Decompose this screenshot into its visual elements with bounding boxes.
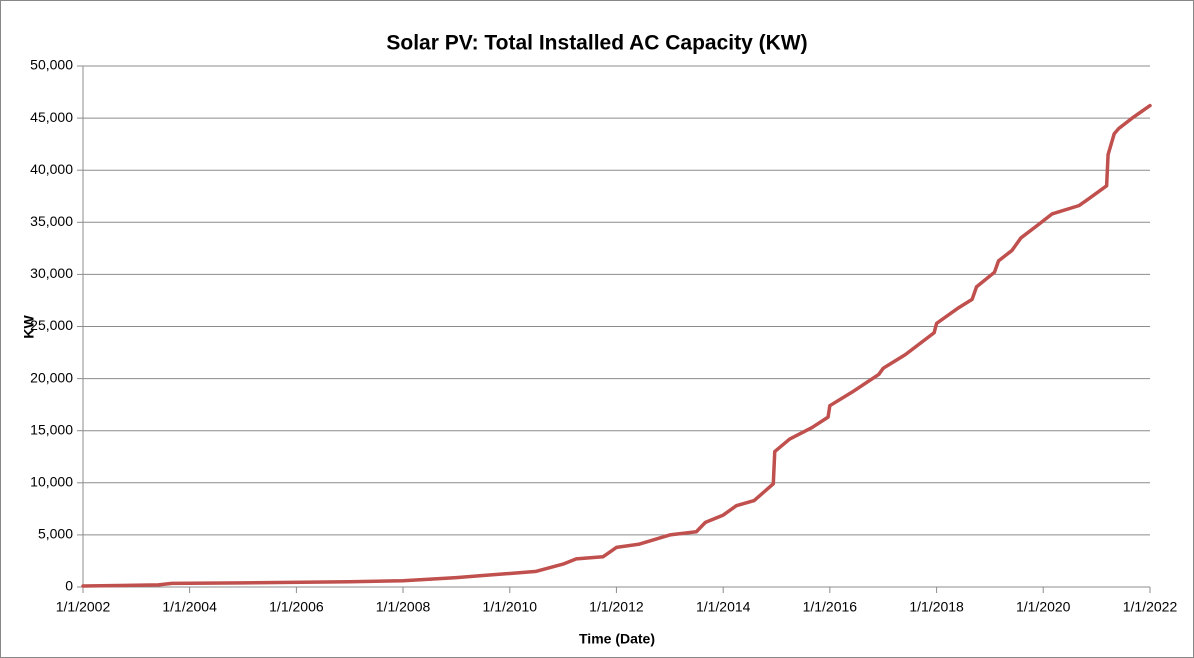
y-tick-label: 25,000 — [30, 317, 73, 333]
x-tick-label: 1/1/2022 — [1123, 599, 1178, 615]
x-tick-label: 1/1/2010 — [483, 599, 538, 615]
data-line — [81, 103, 1152, 588]
y-tick-label: 40,000 — [30, 161, 73, 177]
y-tick-label: 15,000 — [30, 421, 73, 437]
x-tick-label: 1/1/2020 — [1016, 599, 1071, 615]
y-tick-label: 0 — [65, 578, 73, 594]
x-tick-label: 1/1/2004 — [162, 599, 217, 615]
y-tick-label: 50,000 — [30, 57, 73, 73]
x-tick-label: 1/1/2018 — [909, 599, 964, 615]
x-tick-label: 1/1/2006 — [269, 599, 324, 615]
y-tick-label: 30,000 — [30, 265, 73, 281]
y-tick-label: 45,000 — [30, 109, 73, 125]
x-tick-label: 1/1/2012 — [589, 599, 644, 615]
x-tick-label: 1/1/2002 — [56, 599, 111, 615]
y-tick-label: 20,000 — [30, 369, 73, 385]
x-tick-label: 1/1/2008 — [376, 599, 431, 615]
y-tick-label: 10,000 — [30, 474, 73, 490]
x-axis-title: Time (Date) — [579, 631, 655, 647]
chart-title: Solar PV: Total Installed AC Capacity (K… — [386, 32, 807, 55]
x-tick-label: 1/1/2014 — [696, 599, 751, 615]
y-axis-title: KW — [21, 315, 37, 339]
y-tick-label: 5,000 — [38, 526, 73, 542]
y-tick-label: 35,000 — [30, 213, 73, 229]
x-tick-label: 1/1/2016 — [803, 599, 858, 615]
